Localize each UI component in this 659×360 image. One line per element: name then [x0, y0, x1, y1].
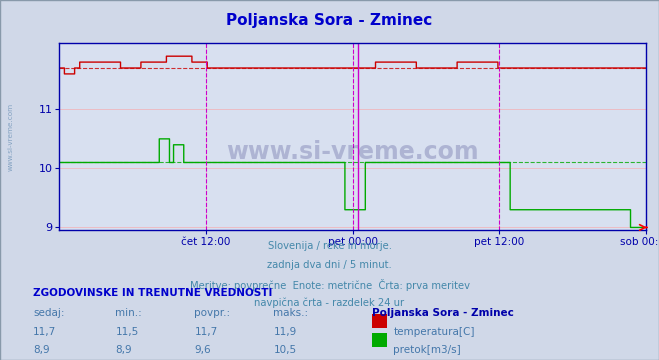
Text: min.:: min.:: [115, 308, 142, 318]
Text: www.si-vreme.com: www.si-vreme.com: [8, 103, 14, 171]
Text: www.si-vreme.com: www.si-vreme.com: [226, 140, 479, 164]
Text: navpična črta - razdelek 24 ur: navpična črta - razdelek 24 ur: [254, 297, 405, 308]
Text: maks.:: maks.:: [273, 308, 308, 318]
Text: 11,7: 11,7: [194, 327, 217, 337]
Text: 11,7: 11,7: [33, 327, 56, 337]
Text: sedaj:: sedaj:: [33, 308, 65, 318]
Text: Poljanska Sora - Zminec: Poljanska Sora - Zminec: [227, 13, 432, 28]
Text: zadnja dva dni / 5 minut.: zadnja dva dni / 5 minut.: [267, 260, 392, 270]
Text: 9,6: 9,6: [194, 345, 211, 355]
Text: 8,9: 8,9: [115, 345, 132, 355]
Text: Poljanska Sora - Zminec: Poljanska Sora - Zminec: [372, 308, 514, 318]
Text: povpr.:: povpr.:: [194, 308, 231, 318]
Text: temperatura[C]: temperatura[C]: [393, 327, 475, 337]
Text: 8,9: 8,9: [33, 345, 49, 355]
Text: 10,5: 10,5: [273, 345, 297, 355]
Text: 11,5: 11,5: [115, 327, 138, 337]
Text: Meritve: povprečne  Enote: metrične  Črta: prva meritev: Meritve: povprečne Enote: metrične Črta:…: [190, 279, 469, 291]
Text: Slovenija / reke in morje.: Slovenija / reke in morje.: [268, 241, 391, 251]
Text: 11,9: 11,9: [273, 327, 297, 337]
Text: ZGODOVINSKE IN TRENUTNE VREDNOSTI: ZGODOVINSKE IN TRENUTNE VREDNOSTI: [33, 288, 272, 298]
Text: pretok[m3/s]: pretok[m3/s]: [393, 345, 461, 355]
